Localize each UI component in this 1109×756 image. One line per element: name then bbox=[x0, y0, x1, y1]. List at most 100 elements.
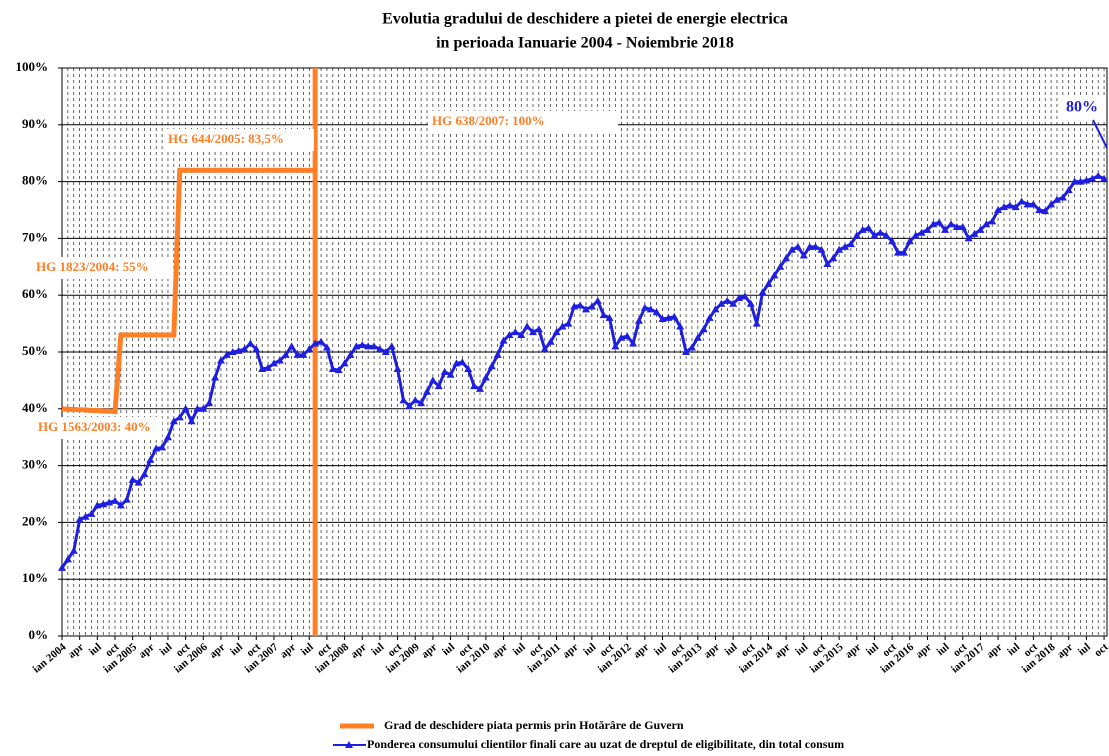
marker bbox=[452, 359, 461, 367]
legend-marker bbox=[345, 741, 353, 748]
marker bbox=[505, 330, 514, 338]
marker bbox=[729, 299, 738, 307]
x-tick-label: apr bbox=[419, 641, 439, 661]
marker bbox=[976, 225, 985, 233]
marker bbox=[676, 322, 685, 330]
x-tick-label: iul bbox=[1005, 641, 1022, 658]
plot-frame bbox=[61, 67, 1108, 637]
marker bbox=[1035, 206, 1044, 213]
x-tick-label: iul bbox=[723, 641, 740, 658]
marker bbox=[81, 512, 90, 520]
marker bbox=[1011, 203, 1020, 211]
marker bbox=[1064, 186, 1073, 194]
marker bbox=[776, 262, 785, 270]
marker bbox=[399, 396, 408, 404]
marker bbox=[122, 495, 131, 503]
x-tick-label: iul bbox=[369, 641, 386, 658]
x-tick-label: apr bbox=[1055, 641, 1075, 661]
marker bbox=[711, 305, 720, 313]
x-tick-label: apr bbox=[137, 641, 157, 661]
marker bbox=[216, 356, 225, 364]
marker bbox=[169, 417, 178, 425]
x-tick-label: iul bbox=[87, 641, 104, 658]
marker bbox=[1023, 200, 1032, 208]
marker bbox=[458, 358, 467, 366]
marker bbox=[423, 387, 432, 395]
marker bbox=[264, 363, 273, 371]
marker bbox=[434, 382, 443, 390]
marker bbox=[682, 348, 691, 355]
marker bbox=[558, 322, 567, 330]
annotation: HG 638/2007: 100% bbox=[432, 113, 545, 128]
marker bbox=[470, 382, 479, 390]
x-tick-label: apr bbox=[278, 641, 298, 661]
marker bbox=[994, 206, 1003, 213]
marker bbox=[146, 455, 155, 463]
marker bbox=[393, 365, 402, 373]
marker bbox=[328, 365, 337, 373]
y-tick-label: 50% bbox=[22, 343, 48, 358]
marker bbox=[540, 345, 549, 353]
x-tick-label: apr bbox=[560, 641, 580, 661]
marker bbox=[611, 342, 620, 350]
marker bbox=[846, 240, 855, 248]
marker bbox=[946, 220, 955, 228]
marker bbox=[640, 303, 649, 311]
x-tick-label: iul bbox=[652, 641, 669, 658]
x-tick-label: iul bbox=[864, 641, 881, 658]
marker bbox=[941, 225, 950, 233]
marker bbox=[493, 350, 502, 358]
x-tick-label: iul bbox=[157, 641, 174, 658]
marker bbox=[1017, 197, 1026, 205]
marker bbox=[664, 313, 673, 321]
x-tick-label: apr bbox=[772, 641, 792, 661]
marker bbox=[269, 359, 278, 367]
marker bbox=[517, 330, 526, 338]
marker bbox=[528, 328, 537, 336]
marker bbox=[511, 328, 520, 336]
marker bbox=[629, 339, 638, 347]
marker bbox=[93, 501, 102, 509]
marker bbox=[1076, 177, 1085, 185]
marker bbox=[58, 563, 66, 571]
annotation-box bbox=[1062, 97, 1106, 119]
marker bbox=[293, 350, 302, 358]
marker bbox=[411, 396, 420, 404]
marker bbox=[116, 501, 125, 509]
marker bbox=[158, 443, 167, 451]
y-tick-label: 0% bbox=[29, 627, 49, 642]
x-tick-label: apr bbox=[631, 641, 651, 661]
marker bbox=[599, 311, 608, 319]
marker bbox=[911, 231, 920, 239]
x-tick-label: iul bbox=[581, 641, 598, 658]
annotation-box bbox=[34, 417, 162, 439]
marker bbox=[87, 509, 96, 517]
marker bbox=[110, 496, 119, 504]
y-tick-label: 70% bbox=[22, 229, 48, 244]
marker bbox=[894, 248, 902, 256]
marker bbox=[464, 365, 473, 373]
marker bbox=[964, 234, 973, 242]
marker bbox=[193, 404, 202, 412]
marker bbox=[917, 228, 926, 236]
marker bbox=[370, 342, 379, 350]
marker bbox=[905, 237, 914, 245]
x-tick-label: iul bbox=[228, 641, 245, 658]
marker bbox=[199, 404, 208, 412]
marker bbox=[823, 259, 832, 267]
marker bbox=[175, 413, 184, 421]
marker bbox=[670, 312, 679, 320]
marker bbox=[634, 316, 643, 324]
marker bbox=[923, 225, 932, 233]
marker bbox=[1070, 177, 1079, 185]
marker bbox=[1094, 171, 1103, 179]
marker bbox=[817, 245, 826, 253]
marker bbox=[587, 302, 596, 310]
marker bbox=[428, 376, 437, 384]
x-tick-label: iul bbox=[793, 641, 810, 658]
marker bbox=[187, 417, 196, 425]
marker bbox=[128, 475, 137, 483]
marker bbox=[181, 404, 190, 412]
marker bbox=[222, 350, 231, 358]
